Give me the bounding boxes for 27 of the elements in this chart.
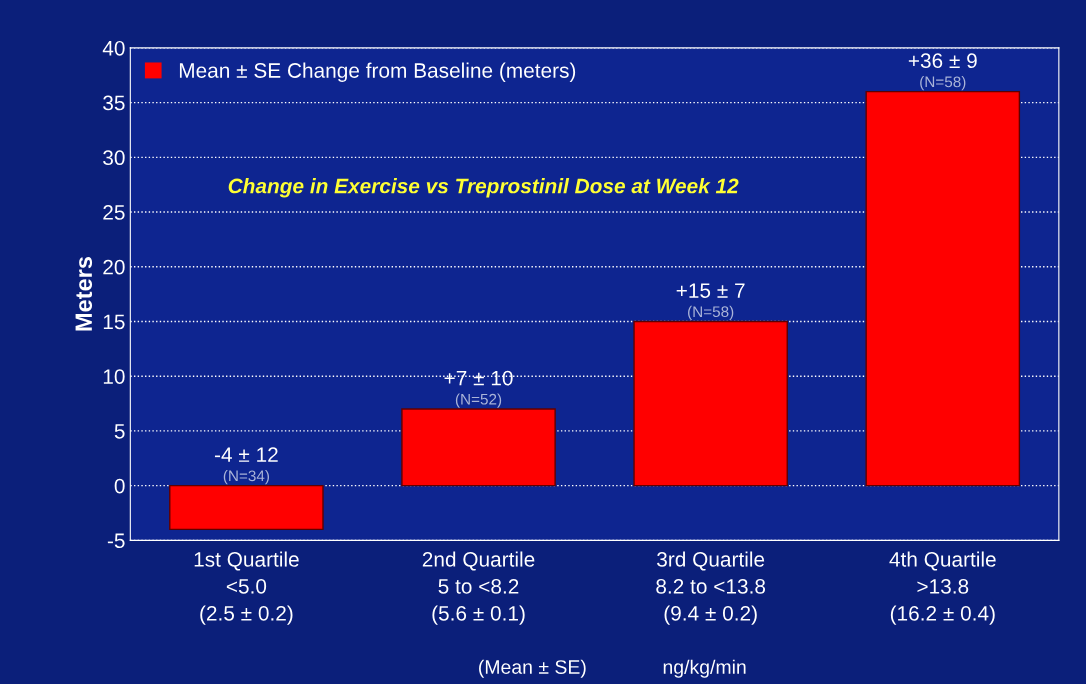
- y-tick-label: 10: [103, 369, 125, 384]
- data-label: +7 ± 10 (N=52): [444, 370, 513, 408]
- text: ng/kg/min: [663, 659, 746, 678]
- data-label: +36 ± 9 (N=58): [908, 53, 977, 91]
- text: (Mean ± SE): [479, 659, 586, 678]
- data-label: -4 ± 12 (N=34): [214, 447, 278, 485]
- y-tick-label: 20: [103, 259, 125, 275]
- y-tick-label: 40: [102, 40, 125, 56]
- text: Change in Exercise vs Treprostinil Dose at Week 12: [228, 178, 739, 198]
- bar: [865, 90, 1021, 487]
- bar: [169, 484, 324, 531]
- y-axis-title: Meters: [75, 257, 93, 331]
- bar: [401, 408, 556, 487]
- x-tick-label: 1st Quartile <5.0 (2.5 ± 0.2): [194, 551, 299, 625]
- x-tick-label: 3rd Quartile 8.2 to <13.8 (9.4 ± 0.2): [656, 551, 766, 625]
- y-tick-label: 25: [103, 205, 125, 220]
- x-tick-label: 2nd Quartile 5 to <8.2 (5.6 ± 0.1): [422, 551, 535, 625]
- y-tick-label: 15: [103, 314, 125, 330]
- y-tick-label: 30: [103, 150, 125, 166]
- legend-label: Mean ± SE Change from Baseline (meters): [179, 62, 576, 82]
- y-tick-label: 35: [103, 95, 125, 111]
- y-tick-label: 5: [114, 424, 125, 439]
- y-tick-label: 0: [114, 478, 125, 494]
- bar: [633, 320, 788, 487]
- y-tick-label: -5: [107, 533, 125, 549]
- data-label: +15 ± 7 (N=58): [676, 283, 745, 321]
- x-tick-label: 4th Quartile >13.8 (16.2 ± 0.4): [889, 551, 996, 625]
